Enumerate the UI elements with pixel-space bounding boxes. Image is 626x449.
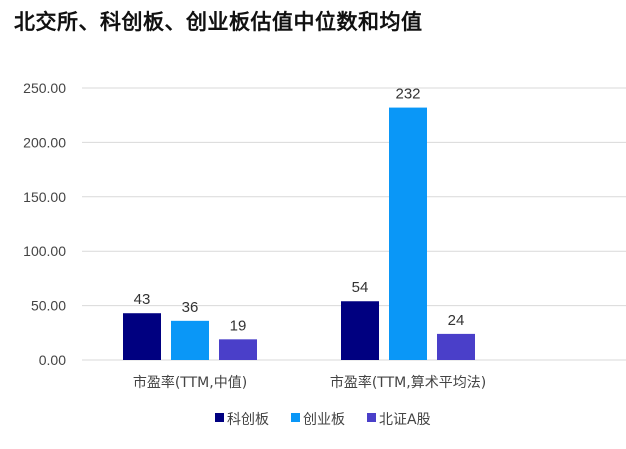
chart-title: 北交所、科创板、创业板估值中位数和均值 xyxy=(14,10,423,34)
data-label: 19 xyxy=(230,317,247,334)
bar xyxy=(341,301,379,360)
legend-swatch xyxy=(367,413,376,422)
bar xyxy=(123,313,161,360)
bar xyxy=(389,107,427,360)
data-label: 36 xyxy=(182,299,199,316)
y-tick-label: 150.00 xyxy=(23,189,66,205)
y-tick-label: 200.00 xyxy=(23,134,66,150)
data-label: 232 xyxy=(395,86,420,103)
x-category-label: 市盈率(TTM,中值) xyxy=(133,374,247,391)
data-label: 54 xyxy=(352,279,369,296)
x-category-label: 市盈率(TTM,算术平均法) xyxy=(330,374,486,391)
bar xyxy=(437,333,475,360)
legend-label: 创业板 xyxy=(303,412,345,428)
legend-label: 科创板 xyxy=(227,412,269,428)
data-label: 43 xyxy=(134,291,151,308)
legend-swatch xyxy=(291,413,300,422)
bar xyxy=(219,339,257,360)
y-tick-label: 0.00 xyxy=(39,352,66,368)
y-tick-label: 250.00 xyxy=(23,80,66,96)
y-tick-label: 50.00 xyxy=(31,298,66,314)
y-tick-label: 100.00 xyxy=(23,243,66,259)
legend-label: 北证A股 xyxy=(379,412,431,428)
legend-swatch xyxy=(215,413,224,422)
data-label: 24 xyxy=(448,312,465,329)
bar xyxy=(171,320,209,360)
